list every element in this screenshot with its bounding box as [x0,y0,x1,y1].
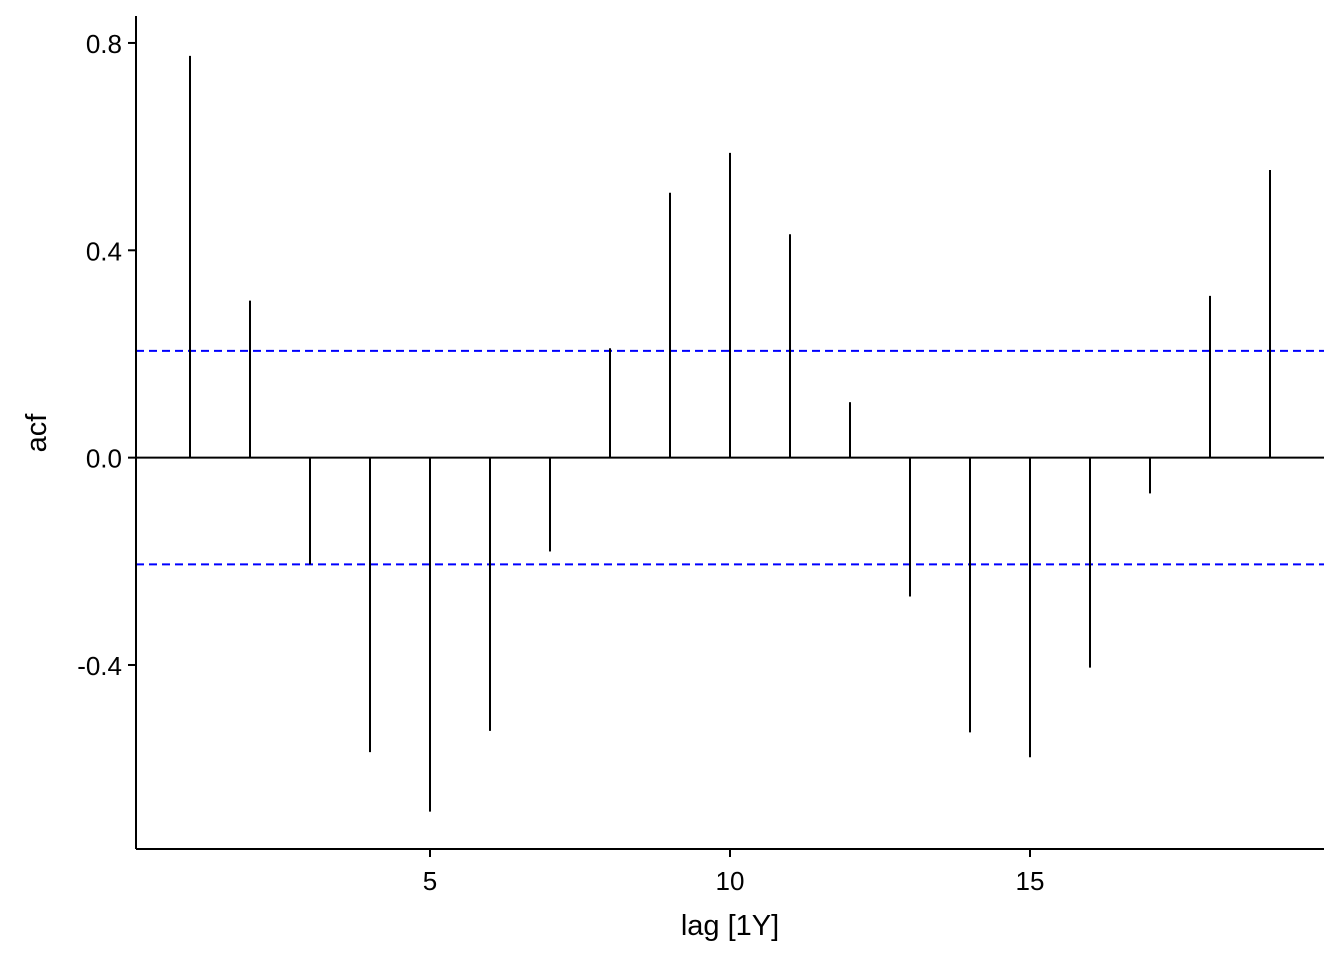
y-tick-label: 0.8 [86,29,122,59]
confidence-bounds [136,349,1324,566]
y-axis-title: acf [21,413,53,453]
y-tick-label: -0.4 [77,651,122,681]
acf-spikes [189,55,1271,812]
y-tick-label: 0.4 [86,236,122,266]
x-axis-title: lag [1Y] [681,910,779,942]
x-tick-label: 5 [423,866,437,896]
x-tick-label: 15 [1016,866,1045,896]
x-tick-label: 10 [716,866,745,896]
axes: 0.8 0.4 0.0 -0.4 5 10 15 [77,16,1324,896]
y-tick-label: 0.0 [86,444,122,474]
